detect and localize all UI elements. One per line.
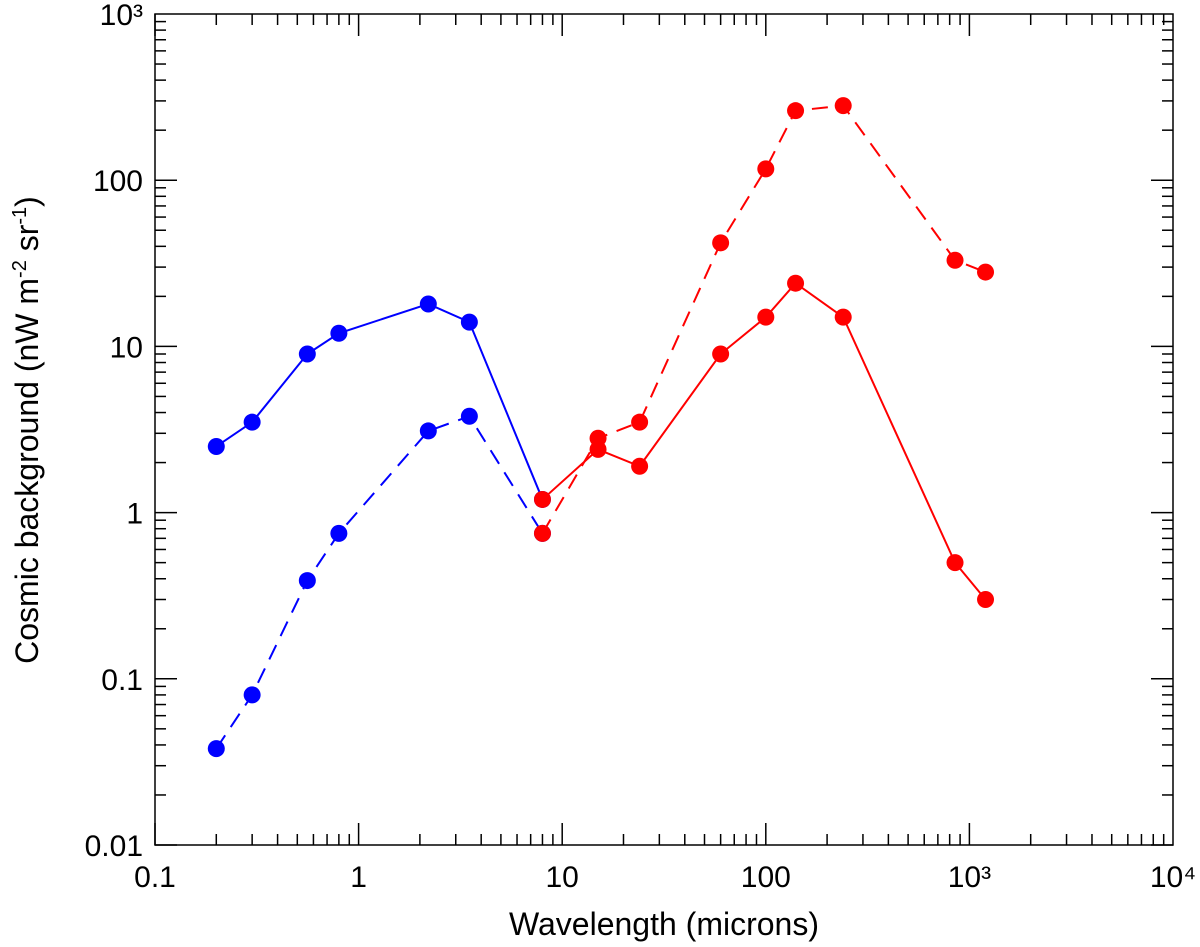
- data-point: [977, 263, 995, 281]
- series-0: [207, 295, 551, 508]
- series-line: [541, 281, 987, 601]
- data-point: [946, 554, 964, 572]
- y-tick-label: 10³: [100, 0, 143, 32]
- data-point: [533, 524, 551, 542]
- y-tick-label: 10: [110, 331, 143, 364]
- y-axis-label: Cosmic background (nW m-2 sr-1): [9, 196, 45, 664]
- data-point: [589, 429, 607, 447]
- data-point: [757, 308, 775, 326]
- data-point: [243, 686, 261, 704]
- series-3: [533, 97, 995, 542]
- data-point: [834, 97, 852, 115]
- axis-ticks: [154, 14, 1173, 846]
- data-point: [787, 274, 805, 292]
- data-point: [757, 160, 775, 178]
- x-tick-label: 1: [350, 861, 367, 894]
- y-tick-label: 1: [126, 498, 143, 531]
- x-tick-label: 10: [546, 861, 579, 894]
- data-point: [631, 413, 649, 431]
- series-line: [541, 104, 986, 534]
- x-tick-label: 0.1: [134, 861, 176, 894]
- data-point: [712, 345, 730, 363]
- data-point: [419, 422, 437, 440]
- x-tick-label: 100: [741, 861, 791, 894]
- y-tick-label: 100: [93, 165, 143, 198]
- data-point: [207, 740, 225, 758]
- x-axis-label: Wavelength (microns): [509, 906, 819, 942]
- series-1: [207, 407, 551, 758]
- data-point: [243, 413, 261, 431]
- data-point: [330, 524, 348, 542]
- data-point: [834, 308, 852, 326]
- data-point: [460, 407, 478, 425]
- x-tick-label: 10³: [948, 861, 991, 894]
- series-line: [215, 302, 544, 500]
- data-point: [631, 457, 649, 475]
- series-group: [207, 97, 995, 758]
- data-point: [330, 324, 348, 342]
- data-point: [207, 437, 225, 455]
- y-tick-label: 0.1: [101, 664, 143, 697]
- data-point: [712, 234, 730, 252]
- data-point: [946, 251, 964, 269]
- data-point: [977, 591, 995, 609]
- x-tick-label: 10⁴: [1150, 861, 1196, 894]
- data-point: [298, 345, 316, 363]
- data-point: [419, 295, 437, 313]
- data-point: [787, 102, 805, 120]
- y-tick-label: 0.01: [85, 830, 143, 863]
- plot-frame: [154, 13, 1174, 846]
- data-point: [460, 313, 478, 331]
- series-line: [215, 415, 544, 750]
- data-point: [533, 490, 551, 508]
- data-point: [298, 572, 316, 590]
